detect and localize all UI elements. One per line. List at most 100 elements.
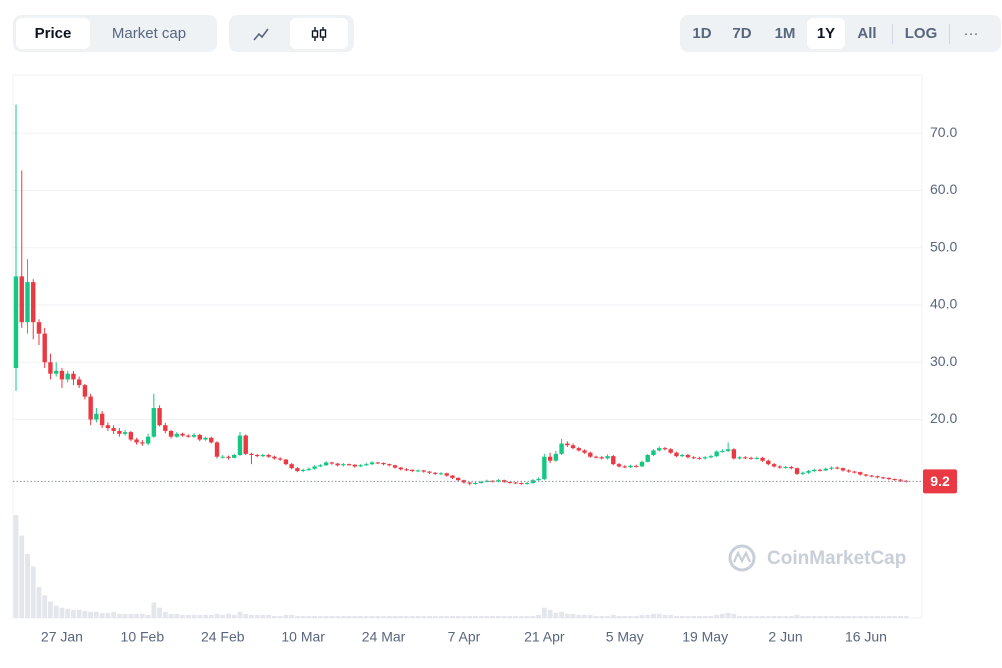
candle-body: [599, 457, 604, 459]
candle-body: [892, 479, 897, 481]
x-tick-label: 24 Mar: [362, 629, 406, 645]
volume-bar: [409, 615, 415, 618]
candle-body: [869, 475, 874, 477]
volume-bar: [725, 612, 731, 618]
range-button[interactable]: 1M: [774, 25, 796, 42]
volume-bar: [134, 613, 140, 618]
volume-bar: [593, 615, 599, 618]
candle-body: [501, 480, 507, 482]
candle-body: [203, 437, 208, 440]
range-button[interactable]: 1D: [692, 25, 712, 42]
volume-bar: [220, 614, 226, 618]
range-button[interactable]: All: [857, 25, 877, 42]
candle-body: [76, 379, 82, 386]
candle-body: [777, 466, 783, 468]
candle-body: [13, 276, 19, 368]
volume-bar: [358, 615, 363, 618]
volume-bar: [783, 615, 788, 618]
volume-bar: [42, 595, 48, 618]
volume-bar: [65, 608, 71, 618]
y-tick-label: 30.0: [930, 353, 957, 369]
volume-bar: [300, 615, 306, 618]
volume-bar: [94, 611, 99, 618]
candle-body: [835, 467, 840, 469]
volume-bar: [708, 615, 714, 618]
candle-body: [329, 462, 335, 464]
volume-bar: [105, 612, 111, 618]
tab-market-cap[interactable]: Market cap: [111, 25, 187, 42]
x-tick-label: 27 Jan: [41, 629, 83, 645]
candle-icon: [311, 26, 327, 41]
candle-body: [266, 454, 271, 457]
volume-bar: [340, 615, 346, 618]
candle-body: [255, 454, 260, 457]
candle-body: [295, 468, 300, 472]
line-chart-button[interactable]: [232, 18, 290, 49]
volume-bar: [645, 614, 651, 618]
volume-bar: [662, 614, 668, 618]
candle-body: [369, 462, 375, 465]
volume-bar: [639, 614, 645, 618]
candle-body: [180, 433, 185, 436]
candle-body: [220, 456, 225, 458]
candle-body: [111, 428, 116, 431]
candle-body: [214, 442, 220, 457]
candle-body: [450, 475, 455, 478]
candle-body: [392, 465, 398, 468]
volume-bar: [610, 614, 616, 618]
volume-bar: [76, 609, 82, 618]
candle-chart-button[interactable]: [290, 18, 348, 49]
x-tick-label: 5 May: [606, 629, 644, 645]
candle-body: [645, 454, 650, 462]
chart-type-group: [229, 15, 354, 52]
volume-bar: [455, 615, 461, 618]
candle-body: [794, 468, 800, 474]
volume-bar: [157, 607, 162, 618]
volume-bar: [507, 615, 513, 618]
candle-body: [300, 469, 306, 472]
volume-bar: [36, 587, 42, 618]
candle-body: [898, 479, 903, 481]
tab-price[interactable]: Price: [16, 18, 90, 49]
volume-bar: [490, 615, 496, 618]
volume-bar: [243, 613, 249, 618]
volume-bar: [737, 615, 743, 618]
candle-body: [168, 430, 174, 437]
candle-body: [31, 282, 36, 323]
volume-bar: [427, 615, 432, 618]
candle-body: [209, 437, 214, 443]
volume-bar: [122, 613, 128, 618]
volume-bar: [616, 615, 622, 618]
volume-bar: [846, 615, 852, 618]
volume-bar: [386, 615, 392, 618]
volume-bar: [375, 615, 381, 618]
volume-bar: [530, 615, 536, 618]
range-button[interactable]: 1Y: [807, 18, 845, 49]
candle-body: [519, 483, 524, 485]
candle-body: [191, 434, 197, 437]
candle-body: [634, 465, 639, 467]
candle-body: [582, 450, 587, 453]
volume-bar: [404, 615, 409, 618]
current-price-tag: [923, 469, 957, 494]
volume-bar: [702, 615, 708, 618]
volume-bar: [553, 612, 559, 618]
volume-bar: [266, 614, 272, 618]
candle-body: [616, 464, 622, 467]
candle-body: [496, 480, 501, 482]
candle-body: [588, 452, 593, 457]
range-button[interactable]: 7D: [732, 25, 752, 42]
volume-bar: [714, 614, 720, 618]
separator: [949, 23, 950, 44]
volume-bar: [788, 615, 794, 618]
volume-bar: [139, 613, 145, 618]
volume-bar: [651, 613, 656, 618]
volume-bar: [656, 613, 662, 618]
log-button[interactable]: LOG: [904, 25, 938, 42]
volume-bar: [214, 613, 220, 618]
candle-body: [725, 449, 731, 451]
x-tick-label: 24 Feb: [201, 629, 245, 645]
candle-body: [42, 333, 47, 363]
more-button[interactable]: ···: [963, 25, 979, 42]
